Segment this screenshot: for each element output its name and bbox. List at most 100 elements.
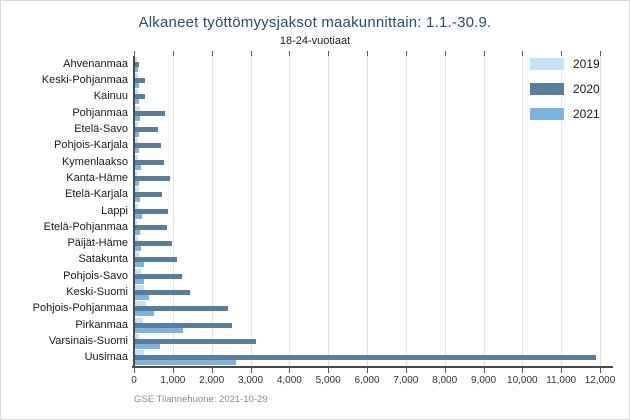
y-axis-label: Pohjois-Savo (63, 269, 128, 282)
bar-2019 (134, 203, 139, 209)
top-tick (444, 51, 446, 56)
bar-2020 (134, 192, 162, 198)
bar-2020 (134, 322, 233, 328)
gridline (367, 56, 368, 366)
chart-title: Alkaneet työttömyysjaksot maakunnittain:… (138, 14, 492, 31)
bar-2021 (134, 262, 144, 268)
bar-2019 (134, 56, 137, 62)
bar-2019 (134, 285, 144, 291)
x-axis-line (132, 366, 613, 368)
bar-2020 (134, 77, 145, 83)
bar-group (134, 301, 613, 317)
bar-2020 (134, 94, 145, 100)
bar-group (134, 187, 613, 203)
bar-2019 (134, 236, 139, 242)
top-tick (483, 51, 485, 56)
x-axis-label: 0 (131, 375, 137, 386)
legend-item-2019: 2019 (530, 57, 600, 71)
y-axis-label: Satakunta (78, 253, 128, 266)
x-axis-tick (134, 368, 135, 373)
y-axis-label: Ahvenanmaa (63, 57, 128, 70)
bar-group (134, 236, 613, 252)
bar-2021 (134, 164, 142, 170)
y-axis-label: Kainuu (93, 90, 128, 103)
y-axis-label: Pohjanmaa (72, 106, 128, 119)
x-axis-label: 12,000 (584, 375, 616, 386)
gridline (444, 56, 446, 366)
x-axis-label: 2,000 (199, 375, 225, 386)
bar-group (134, 334, 613, 350)
bar-group (134, 203, 613, 219)
bar-group (134, 89, 613, 105)
x-axis-tick (405, 368, 407, 373)
bar-group (134, 138, 613, 154)
gridline (483, 56, 485, 366)
x-axis-label: 5,000 (315, 375, 341, 386)
bar-2020 (134, 159, 164, 165)
top-tick (172, 51, 174, 56)
x-axis-tick (483, 368, 485, 373)
x-axis-label: 4,000 (276, 375, 302, 386)
gridline (600, 56, 601, 366)
bar-2019 (134, 187, 140, 193)
bar-2020 (134, 208, 169, 214)
gridline (405, 56, 407, 366)
bar-2020 (134, 241, 173, 247)
bar-group (134, 252, 613, 268)
y-axis-line (133, 56, 135, 366)
y-axis-label: Lappi (101, 204, 128, 217)
bar-group (134, 72, 613, 88)
x-axis-tick (172, 368, 174, 373)
bar-2021 (134, 278, 144, 284)
legend-label: 2020 (573, 82, 600, 96)
footer-source: GSE Tilannehuone: 2021-10-29 (134, 394, 268, 405)
bar-2020 (134, 273, 182, 279)
x-axis-tick (211, 368, 213, 373)
legend-item-2021: 2021 (530, 107, 600, 121)
x-axis-tick (289, 368, 291, 373)
legend-swatch-2020 (530, 83, 564, 95)
top-tick (250, 51, 252, 56)
bar-2020 (134, 224, 168, 230)
top-tick (561, 51, 563, 56)
bar-2020 (134, 257, 177, 263)
bar-group (134, 121, 613, 137)
bar-group (134, 170, 613, 186)
bar-2019 (134, 219, 137, 225)
bar-group (134, 56, 613, 72)
bar-2020 (134, 306, 229, 312)
gridline (172, 56, 174, 366)
bar-2021 (134, 82, 140, 88)
bar-2021 (134, 327, 183, 333)
y-axis-label: Kymenlaakso (61, 155, 128, 168)
bar-group (134, 219, 613, 235)
y-axis-label: Etelä-Karjala (65, 188, 128, 201)
bar-2021 (134, 148, 140, 154)
legend-item-2020: 2020 (530, 82, 600, 96)
bar-2019 (134, 72, 138, 78)
bar-2019 (134, 252, 140, 258)
x-axis-tick (367, 368, 368, 373)
x-axis-label: 11,000 (546, 375, 577, 386)
bar-2020 (134, 143, 161, 149)
bar-group (134, 285, 613, 301)
y-axis-label: Etelä-Savo (74, 122, 128, 135)
bar-2019 (134, 105, 141, 111)
x-axis-label: 8,000 (432, 375, 458, 386)
y-axis-label: Kanta-Häme (66, 171, 128, 184)
y-axis-label: Pohjois-Pohjanmaa (32, 302, 128, 315)
bar-2019 (134, 138, 139, 144)
top-tick (211, 51, 213, 56)
chart-subtitle: 18-24-vuotiaat (279, 35, 351, 47)
bar-2021 (134, 229, 141, 235)
bar-2021 (134, 131, 140, 137)
bar-2021 (134, 295, 149, 301)
bar-2020 (134, 290, 191, 296)
bar-2020 (134, 355, 597, 361)
bar-2021 (134, 360, 236, 366)
bar-2019 (134, 334, 140, 340)
gridline (250, 56, 252, 366)
gridline (328, 56, 330, 366)
bar-2019 (134, 89, 139, 95)
